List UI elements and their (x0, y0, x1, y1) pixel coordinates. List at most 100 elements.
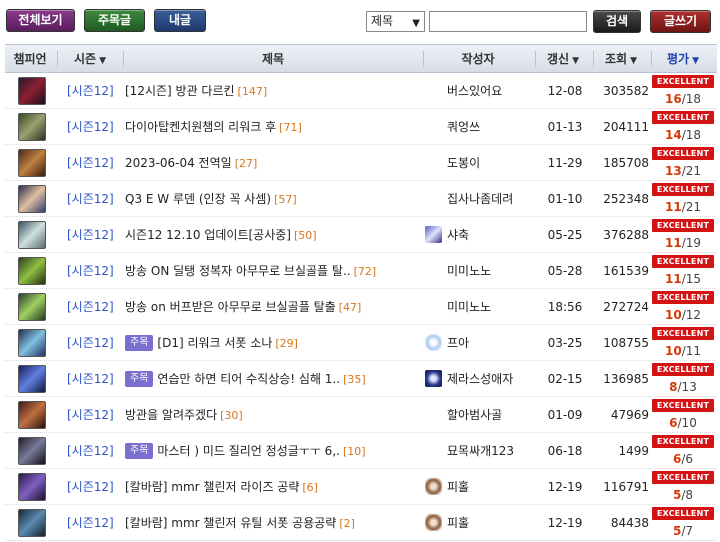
champion-portrait[interactable] (18, 185, 46, 213)
author[interactable]: 집사나좀데려 (425, 181, 535, 217)
champion-portrait[interactable] (18, 365, 46, 393)
author-name[interactable]: 미미노노 (447, 300, 492, 314)
table-row[interactable]: [시즌12] [칼바람] mmr 챌린저 유틸 서폿 공용공략 [2] 피홀 12… (5, 505, 717, 541)
champion-portrait[interactable] (18, 113, 46, 141)
season-link[interactable]: [시즌12] (67, 336, 114, 350)
season-link[interactable]: [시즌12] (67, 264, 114, 278)
post-title[interactable]: 주목 [D1] 리워크 서폿 소나 [29] (125, 325, 420, 361)
author-name[interactable]: 샤축 (447, 228, 470, 242)
my-posts-button[interactable]: 내글 (154, 9, 206, 32)
table-row[interactable]: [시즌12] 주목 마스터 ) 미드 질리언 정성글ㅜㅜ 6,. [10] 묘목싸개… (5, 433, 717, 469)
champion-portrait[interactable] (18, 221, 46, 249)
author-name[interactable]: 제라스성애자 (447, 372, 514, 386)
col-views[interactable]: 조회 ▼ (604, 52, 637, 66)
author[interactable]: 도봉이 (425, 145, 535, 181)
table-row[interactable]: [시즌12] 방송 ON 딜탱 정복자 아무무로 브실골플 탈.. [72] 미미… (5, 253, 717, 289)
post-title-text[interactable]: 시즌12 12.10 업데이트[공사중] (125, 228, 291, 242)
post-title[interactable]: [12시즌] 방관 다르킨 [147] (125, 73, 420, 109)
table-row[interactable]: [시즌12] Q3 E W 루덴 (인장 꼭 사셈) [57] 집사나좀데려 01… (5, 181, 717, 217)
post-title-text[interactable]: 다이아탑켄치원챔의 리워크 후 (125, 120, 277, 134)
post-title[interactable]: [칼바람] mmr 챌린저 유틸 서폿 공용공략 [2] (125, 505, 420, 541)
season-link[interactable]: [시즌12] (67, 156, 114, 170)
author[interactable]: 할아범사골 (425, 397, 535, 433)
author-name[interactable]: 할아범사골 (447, 408, 503, 422)
post-title[interactable]: 방송 ON 딜탱 정복자 아무무로 브실골플 탈.. [72] (125, 253, 420, 289)
season-link[interactable]: [시즌12] (67, 372, 114, 386)
post-title[interactable]: [칼바람] mmr 챌린저 라이즈 공략 [6] (125, 469, 420, 505)
post-title[interactable]: 방송 on 버프받은 아무무로 브실골플 탈출 [47] (125, 289, 420, 325)
post-title-text[interactable]: 연습만 하면 티어 수직상승! 심해 1.. (157, 372, 341, 386)
post-title[interactable]: 방관을 알려주겠다 [30] (125, 397, 420, 433)
champion-portrait[interactable] (18, 473, 46, 501)
post-title[interactable]: 시즌12 12.10 업데이트[공사중] [50] (125, 217, 420, 253)
search-type-select[interactable]: 제목 ▼ (366, 11, 425, 32)
view-all-button[interactable]: 전체보기 (6, 9, 75, 32)
post-title[interactable]: 주목 연습만 하면 티어 수직상승! 심해 1.. [35] (125, 361, 420, 397)
post-title[interactable]: Q3 E W 루덴 (인장 꼭 사셈) [57] (125, 181, 420, 217)
season-link[interactable]: [시즌12] (67, 300, 114, 314)
search-input[interactable] (429, 11, 587, 32)
col-updated[interactable]: 갱신 ▼ (546, 52, 579, 66)
champion-portrait[interactable] (18, 437, 46, 465)
season-link[interactable]: [시즌12] (67, 408, 114, 422)
table-row[interactable]: [시즌12] 주목 [D1] 리워크 서폿 소나 [29] 프아 03-25 108… (5, 325, 717, 361)
table-row[interactable]: [시즌12] 시즌12 12.10 업데이트[공사중] [50] 샤축 05-25… (5, 217, 717, 253)
author-name[interactable]: 도봉이 (447, 156, 481, 170)
author[interactable]: 피홀 (425, 505, 535, 541)
author[interactable]: 쿼엉쓰 (425, 109, 535, 145)
author[interactable]: 제라스성애자 (425, 361, 535, 397)
season-link[interactable]: [시즌12] (67, 84, 114, 98)
season-link[interactable]: [시즌12] (67, 516, 114, 530)
table-row[interactable]: [시즌12] [12시즌] 방관 다르킨 [147] 버스있어요 12-08 30… (5, 73, 717, 109)
author-name[interactable]: 피홀 (447, 480, 470, 494)
col-season[interactable]: 시즌 ▼ (73, 52, 106, 66)
season-link[interactable]: [시즌12] (67, 480, 114, 494)
post-title-text[interactable]: 2023-06-04 전역일 (125, 156, 232, 170)
post-title[interactable]: 주목 마스터 ) 미드 질리언 정성글ㅜㅜ 6,. [10] (125, 433, 420, 469)
post-title-text[interactable]: 방송 on 버프받은 아무무로 브실골플 탈출 (125, 300, 336, 314)
author[interactable]: 프아 (425, 325, 535, 361)
table-row[interactable]: [시즌12] 주목 연습만 하면 티어 수직상승! 심해 1.. [35] 제라스성… (5, 361, 717, 397)
author-name[interactable]: 미미노노 (447, 264, 492, 278)
season-link[interactable]: [시즌12] (67, 120, 114, 134)
champion-portrait[interactable] (18, 509, 46, 537)
featured-posts-button[interactable]: 주목글 (84, 9, 145, 32)
author[interactable]: 샤축 (425, 217, 535, 253)
post-title[interactable]: 2023-06-04 전역일 [27] (125, 145, 420, 181)
author[interactable]: 묘목싸개123 (425, 433, 535, 469)
post-title-text[interactable]: Q3 E W 루덴 (인장 꼭 사셈) (125, 192, 272, 206)
author-name[interactable]: 쿼엉쓰 (447, 120, 481, 134)
author-name[interactable]: 프아 (447, 336, 470, 350)
post-title-text[interactable]: 마스터 ) 미드 질리언 정성글ㅜㅜ 6,. (157, 444, 340, 458)
champion-portrait[interactable] (18, 401, 46, 429)
author[interactable]: 미미노노 (425, 289, 535, 325)
post-title-text[interactable]: [D1] 리워크 서폿 소나 (157, 336, 273, 350)
post-title-text[interactable]: 방관을 알려주겠다 (125, 408, 218, 422)
search-button[interactable]: 검색 (593, 10, 641, 33)
post-title[interactable]: 다이아탑켄치원챔의 리워크 후 [71] (125, 109, 420, 145)
post-title-text[interactable]: [칼바람] mmr 챌린저 라이즈 공략 (125, 480, 300, 494)
col-rating[interactable]: 평가 ▼ (666, 52, 699, 66)
champion-portrait[interactable] (18, 329, 46, 357)
champion-portrait[interactable] (18, 149, 46, 177)
table-row[interactable]: [시즌12] 다이아탑켄치원챔의 리워크 후 [71] 쿼엉쓰 01-13 204… (5, 109, 717, 145)
table-row[interactable]: [시즌12] 방관을 알려주겠다 [30] 할아범사골 01-09 47969 E… (5, 397, 717, 433)
author[interactable]: 버스있어요 (425, 73, 535, 109)
author[interactable]: 미미노노 (425, 253, 535, 289)
post-title-text[interactable]: [12시즌] 방관 다르킨 (125, 84, 235, 98)
champion-portrait[interactable] (18, 77, 46, 105)
author-name[interactable]: 버스있어요 (447, 84, 503, 98)
author-name[interactable]: 집사나좀데려 (447, 192, 514, 206)
champion-portrait[interactable] (18, 293, 46, 321)
table-row[interactable]: [시즌12] 2023-06-04 전역일 [27] 도봉이 11-29 1857… (5, 145, 717, 181)
author-name[interactable]: 피홀 (447, 516, 470, 530)
write-post-button[interactable]: 글쓰기 (650, 10, 711, 33)
champion-portrait[interactable] (18, 257, 46, 285)
author[interactable]: 피홀 (425, 469, 535, 505)
season-link[interactable]: [시즌12] (67, 192, 114, 206)
post-title-text[interactable]: 방송 ON 딜탱 정복자 아무무로 브실골플 탈.. (125, 264, 351, 278)
author-name[interactable]: 묘목싸개123 (447, 444, 515, 458)
post-title-text[interactable]: [칼바람] mmr 챌린저 유틸 서폿 공용공략 (125, 516, 337, 530)
table-row[interactable]: [시즌12] [칼바람] mmr 챌린저 라이즈 공략 [6] 피홀 12-19 … (5, 469, 717, 505)
season-link[interactable]: [시즌12] (67, 228, 114, 242)
